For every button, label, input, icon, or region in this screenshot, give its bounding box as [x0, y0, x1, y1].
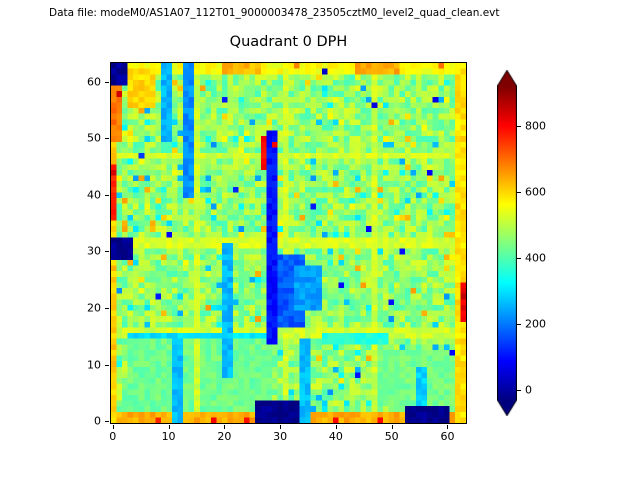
colorbar-tick: [517, 323, 521, 325]
y-tick-label: 40: [87, 188, 101, 202]
x-tick-label: 0: [109, 430, 117, 443]
y-tick-label: 60: [87, 75, 101, 89]
y-tick-label: 10: [87, 358, 101, 372]
x-tick: [335, 425, 337, 429]
colorbar-tick-label: 200: [525, 317, 546, 331]
colorbar: [497, 70, 517, 416]
x-tick: [224, 425, 226, 429]
y-tick: [105, 421, 109, 423]
x-tick: [391, 425, 393, 429]
y-tick-label: 50: [87, 131, 101, 145]
y-tick: [105, 81, 109, 83]
y-tick-label: 20: [87, 301, 101, 315]
y-tick: [105, 251, 109, 253]
y-tick-label: 30: [87, 244, 101, 258]
x-tick-label: 10: [161, 430, 176, 443]
x-tick: [168, 425, 170, 429]
x-tick-label: 30: [273, 430, 288, 443]
colorbar-tick-label: 600: [525, 185, 546, 199]
y-tick: [105, 194, 109, 196]
colorbar-tick: [517, 191, 521, 193]
x-tick-label: 50: [384, 430, 399, 443]
x-tick-label: 60: [440, 430, 455, 443]
colorbar-tick-label: 0: [525, 383, 532, 397]
colorbar-tick: [517, 257, 521, 259]
colorbar-tick: [517, 125, 521, 127]
y-tick: [105, 364, 109, 366]
y-tick: [105, 138, 109, 140]
y-tick-label: 0: [94, 414, 101, 428]
plot-title: Quadrant 0 DPH: [229, 34, 348, 50]
plot-area: [110, 62, 467, 424]
x-tick: [280, 425, 282, 429]
data-file-annotation: Data file: modeM0/AS1A07_112T01_90000034…: [49, 7, 500, 19]
x-tick-label: 40: [328, 430, 343, 443]
colorbar-tick-label: 800: [525, 119, 546, 133]
colorbar-tick: [517, 390, 521, 392]
heatmap-image: [111, 63, 466, 423]
x-tick: [112, 425, 114, 429]
y-tick: [105, 308, 109, 310]
x-tick-label: 20: [217, 430, 232, 443]
x-tick: [447, 425, 449, 429]
colorbar-tick-label: 400: [525, 251, 546, 265]
